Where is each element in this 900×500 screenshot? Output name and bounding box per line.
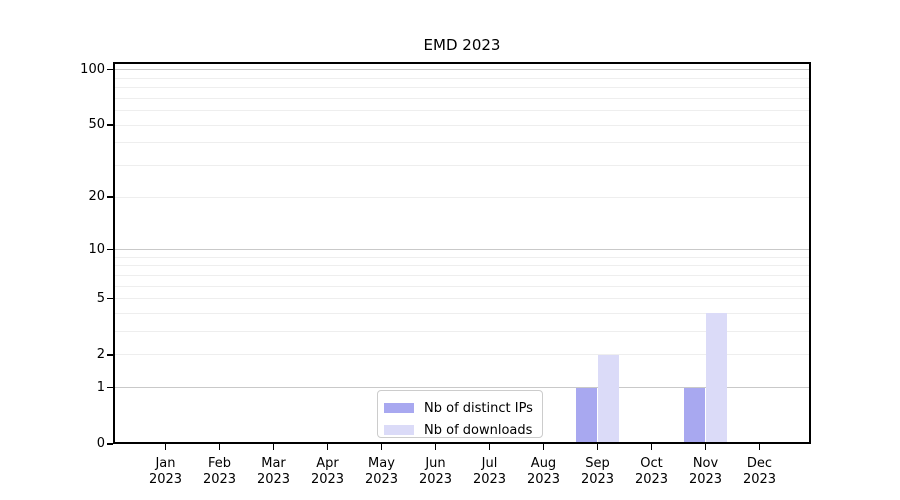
y-tick [107,196,113,198]
legend-label-downloads: Nb of downloads [424,422,533,438]
bar-distinct-ips-sep [575,387,598,444]
gridline-minor [113,256,811,258]
x-tick-label: May 2023 [364,456,399,487]
chart-title: EMD 2023 [423,36,501,54]
x-tick [218,444,221,450]
y-tick-label: 2 [96,346,105,362]
x-tick [380,444,383,450]
y-tick [107,443,113,445]
y-tick [107,248,113,251]
x-tick [272,444,275,450]
gridline-minor [113,285,811,287]
y-tick-label: 20 [88,189,105,205]
x-tick-label: Sep 2023 [580,456,615,487]
y-tick-label: 100 [80,61,105,77]
x-tick [650,444,653,450]
legend: Nb of distinct IPs Nb of downloads [377,390,543,438]
bottom-spine [113,442,811,444]
x-tick-label: Oct 2023 [634,456,669,487]
y-tick-label: 0 [96,436,105,451]
y-tick [107,297,113,300]
plot-area: Nb of distinct IPs Nb of downloads 0 1 2 5 1… [80,62,811,487]
y-tick [107,387,113,389]
gridline-minor [113,142,811,144]
y-tick [107,68,113,71]
x-tick-label: Mar 2023 [256,456,291,487]
legend-row-downloads: Nb of downloads [384,419,534,441]
y-tick-label: 5 [96,290,105,306]
x-tick [596,444,599,450]
y-tick-label: 10 [88,241,105,257]
bar-downloads-sep [597,354,620,444]
gridline-minor [113,124,811,126]
x-tick [488,444,491,450]
gridline-major [113,249,811,250]
x-tick-label: Nov 2023 [688,456,723,487]
gridline-minor [113,164,811,166]
bar-distinct-ips-nov [683,387,706,444]
x-tick-label: Jan 2023 [148,456,183,487]
gridline-minor [113,87,811,89]
gridline-minor [113,298,811,300]
gridline-major [113,387,811,389]
x-tick-label: Apr 2023 [310,456,345,487]
gridline-minor [113,312,811,314]
y-tick [107,124,113,126]
gridline-minor [113,110,811,112]
x-tick-label: Jul 2023 [472,456,507,487]
bar-downloads-nov [705,313,728,444]
left-spine [113,62,115,444]
x-tick [758,444,761,450]
y-tick-label: 50 [88,117,105,133]
gridline-minor [113,265,811,267]
right-spine [809,62,811,444]
x-tick [164,444,167,450]
x-tick-label: Jun 2023 [418,456,453,487]
gridline-minor [113,97,811,99]
gridline-minor [113,274,811,276]
x-tick [434,444,437,450]
y-tick-label: 1 [96,379,105,395]
gridline-minor [113,331,811,333]
gridline-minor [113,77,811,79]
x-tick [326,444,329,450]
y-tick [107,354,113,356]
x-tick [704,444,707,450]
legend-row-distinct-ips: Nb of distinct IPs [384,397,534,419]
gridline-minor [113,196,811,198]
gridline-minor [113,354,811,356]
x-tick-label: Aug 2023 [526,456,561,487]
legend-swatch-distinct-ips [384,403,414,413]
gridline-major [113,69,811,71]
legend-swatch-downloads [384,425,414,435]
x-tick-label: Dec 2023 [742,456,777,487]
legend-label-distinct-ips: Nb of distinct IPs [424,400,533,416]
x-tick-label: Feb 2023 [202,456,237,487]
top-spine [113,62,811,64]
x-tick [542,444,545,450]
